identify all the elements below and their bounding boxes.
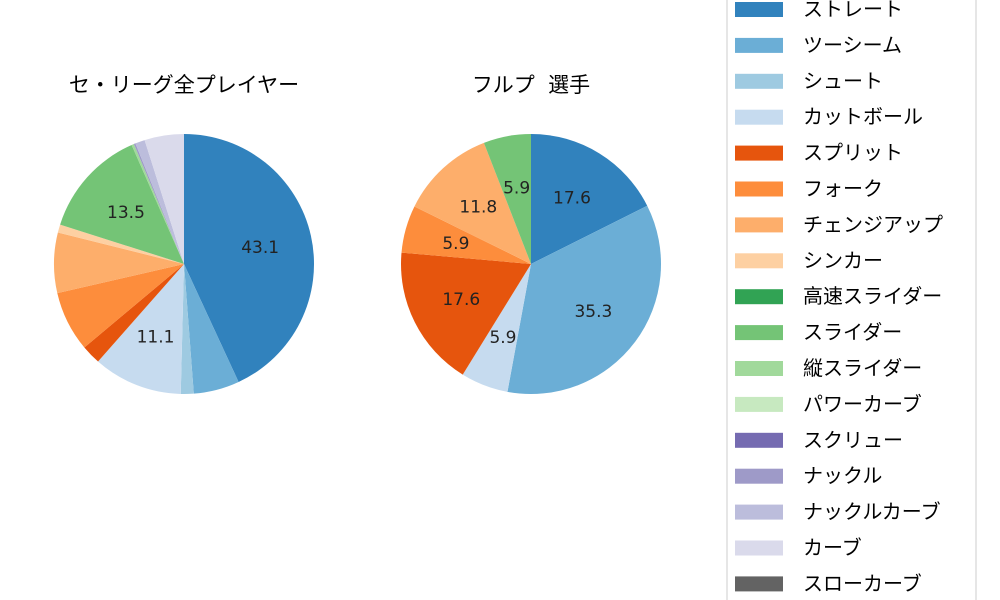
- slice-label: 35.3: [574, 302, 612, 322]
- pie-slice: [184, 134, 314, 382]
- legend-label: シンカー: [803, 248, 883, 272]
- pie-slice: [57, 224, 184, 264]
- legend: ストレートツーシームシュートカットボールスプリットフォークチェンジアップシンカー…: [726, 0, 977, 600]
- legend-swatch: [735, 73, 783, 89]
- pie-slice: [60, 145, 184, 264]
- slice-label: 43.1: [241, 238, 279, 258]
- legend-swatch: [735, 253, 783, 269]
- legend-label: 高速スライダー: [803, 284, 942, 308]
- legend-label: ナックルカーブ: [803, 500, 941, 524]
- legend-frame: [726, 0, 977, 600]
- legend-label: ストレート: [803, 0, 903, 21]
- slice-label: 13.5: [107, 203, 145, 223]
- legend-label: スライダー: [803, 320, 902, 344]
- legend-swatch: [735, 432, 783, 448]
- legend-swatch: [735, 181, 783, 197]
- legend-swatch: [735, 468, 783, 484]
- pie-slice: [414, 142, 531, 264]
- legend-label: チェンジアップ: [803, 212, 943, 236]
- slice-label: 5.9: [489, 328, 516, 348]
- pie-league: 43.1 11.1 13.5: [53, 134, 314, 394]
- pie-slice: [98, 264, 184, 394]
- legend-label: フォーク: [803, 177, 883, 201]
- legend-swatch: [735, 2, 783, 17]
- legend-label: スローカーブ: [803, 571, 922, 595]
- pie-title-player: フルプ 選手: [472, 73, 590, 97]
- pie-slice: [135, 140, 184, 264]
- slice-label: 5.9: [442, 234, 469, 254]
- pie-slice: [53, 232, 184, 294]
- legend-label: ツーシーム: [803, 33, 902, 57]
- legend-label: ナックル: [803, 464, 882, 488]
- legend-swatch: [735, 325, 783, 341]
- pie-slice: [133, 143, 184, 264]
- pie-slice: [401, 206, 531, 264]
- legend-swatch: [735, 576, 783, 592]
- pie-slice: [400, 252, 531, 375]
- slice-label: 17.6: [442, 290, 480, 310]
- pie-slice: [531, 134, 648, 264]
- legend-swatch: [735, 540, 783, 556]
- legend-label: パワーカーブ: [803, 392, 922, 416]
- legend-swatch: [735, 396, 783, 412]
- legend-swatch: [735, 289, 783, 305]
- pie-slice: [144, 134, 184, 264]
- legend-swatch: [735, 37, 783, 53]
- slice-label: 11.1: [137, 328, 175, 348]
- legend-label: 縦スライダー: [803, 356, 922, 380]
- legend-label: カーブ: [803, 536, 862, 560]
- pie-slice: [507, 205, 662, 394]
- legend-label: スプリット: [803, 141, 903, 165]
- slice-label: 5.9: [503, 178, 530, 198]
- legend-swatch: [735, 504, 783, 520]
- legend-label: カットボール: [803, 105, 923, 129]
- legend-swatch: [735, 217, 783, 233]
- pie-slice: [180, 264, 194, 394]
- pie-slice: [184, 264, 239, 394]
- pie-player: 17.6 35.3 5.9 17.6 5.9 11.8 5.9: [400, 134, 662, 394]
- legend-swatch: [735, 361, 783, 376]
- legend-swatch: [735, 109, 783, 125]
- pie-slice: [131, 144, 184, 264]
- legend-swatch: [735, 145, 783, 161]
- pie-title-league: セ・リーグ全プレイヤー: [69, 73, 299, 97]
- legend-label: スクリュー: [803, 428, 903, 452]
- pie-slice: [483, 134, 531, 264]
- pie-slice: [462, 264, 531, 392]
- slice-label: 17.6: [553, 189, 591, 209]
- pie-slice: [57, 264, 184, 348]
- slice-label: 11.8: [459, 197, 497, 217]
- pie-slice: [84, 264, 184, 362]
- legend-label: シュート: [803, 69, 883, 93]
